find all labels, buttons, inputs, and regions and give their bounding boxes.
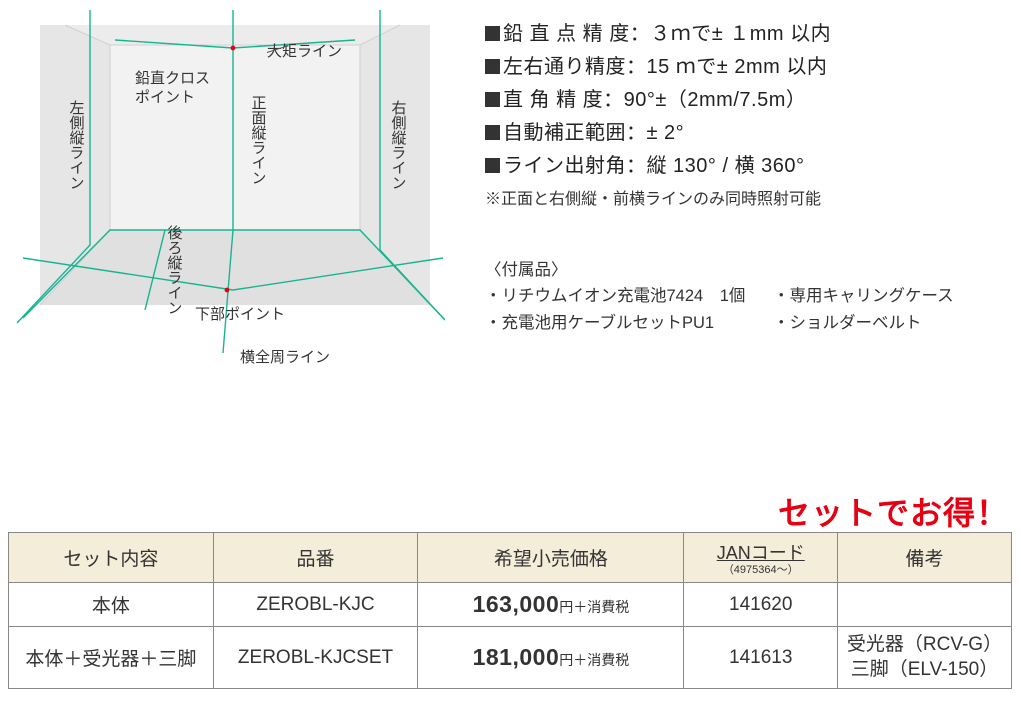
laser-line-diagram: 大矩ライン 鉛直クロスポイント 正面縦ライン 左側縦ライン 右側縦ライン 後ろ縦…: [5, 10, 445, 380]
spec-note: ※正面と右側縦・前横ラインのみ同時照射可能: [485, 185, 1016, 209]
spec-row: 左右通り精度：15 ｍで± 2mm 以内: [485, 51, 1016, 84]
label-bottom-pt: 下部ポイント: [195, 307, 285, 324]
cell-set: 本体: [9, 583, 214, 627]
accessories-heading: 〈付属品〉: [485, 257, 1016, 283]
table-row: 本体 ZEROBL-KJC 163,000円＋消費税 141620: [9, 583, 1012, 627]
label-back-v: 後ろ縦ライン: [165, 225, 182, 315]
accessory-item: ・ショルダーベルト: [773, 310, 1016, 336]
cell-jan: 141620: [684, 583, 838, 627]
cell-notes: [837, 583, 1011, 627]
cell-price: 163,000円＋消費税: [418, 583, 684, 627]
bullet-square-icon: [485, 59, 500, 74]
promo-text: セットでお得！: [778, 488, 1009, 534]
accessories-block: 〈付属品〉 ・リチウムイオン充電池7424 1個 ・専用キャリングケース ・充電…: [485, 257, 1016, 336]
label-horiz: 横全周ライン: [240, 350, 330, 367]
col-jan-header: JANコード （4975364～）: [684, 533, 838, 583]
accessory-item: ・リチウムイオン充電池7424 1個: [485, 283, 765, 309]
label-left-v: 左側縦ライン: [67, 100, 84, 190]
pricing-table: セット内容 品番 希望小売価格 JANコード （4975364～） 備考 本体 …: [8, 532, 1012, 689]
accessory-item: ・充電池用ケーブルセットPU1: [485, 310, 765, 336]
diagram-svg: [5, 10, 445, 380]
cell-jan: 141613: [684, 627, 838, 689]
label-cross: 鉛直クロスポイント: [135, 70, 210, 108]
bullet-square-icon: [485, 125, 500, 140]
spec-list: 鉛 直 点 精 度：３ｍで± １mm 以内 左右通り精度：15 ｍで± 2mm …: [445, 10, 1016, 380]
table-header-row: セット内容 品番 希望小売価格 JANコード （4975364～） 備考: [9, 533, 1012, 583]
label-right-v: 右側縦ライン: [389, 100, 406, 190]
spec-row: 鉛 直 点 精 度：３ｍで± １mm 以内: [485, 18, 1016, 51]
col-price-header: 希望小売価格: [418, 533, 684, 583]
cell-model: ZEROBL-KJC: [213, 583, 418, 627]
spec-row: 自動補正範囲：± 2°: [485, 117, 1016, 150]
bullet-square-icon: [485, 26, 500, 41]
spec-row: ライン出射角：縦 130° / 横 360°: [485, 150, 1016, 183]
label-front-v: 正面縦ライン: [249, 95, 266, 185]
cell-price: 181,000円＋消費税: [418, 627, 684, 689]
cell-model: ZEROBL-KJCSET: [213, 627, 418, 689]
col-notes-header: 備考: [837, 533, 1011, 583]
col-model-header: 品番: [213, 533, 418, 583]
cell-set: 本体＋受光器＋三脚: [9, 627, 214, 689]
spec-row: 直 角 精 度：90°±（2mm/7.5m）: [485, 84, 1016, 117]
accessory-item: ・専用キャリングケース: [773, 283, 1016, 309]
cell-notes: 受光器（RCV-G）三脚（ELV-150）: [837, 627, 1011, 689]
col-set-header: セット内容: [9, 533, 214, 583]
bullet-square-icon: [485, 158, 500, 173]
table-row: 本体＋受光器＋三脚 ZEROBL-KJCSET 181,000円＋消費税 141…: [9, 627, 1012, 689]
bullet-square-icon: [485, 92, 500, 107]
label-ogane: 大矩ライン: [267, 44, 342, 61]
